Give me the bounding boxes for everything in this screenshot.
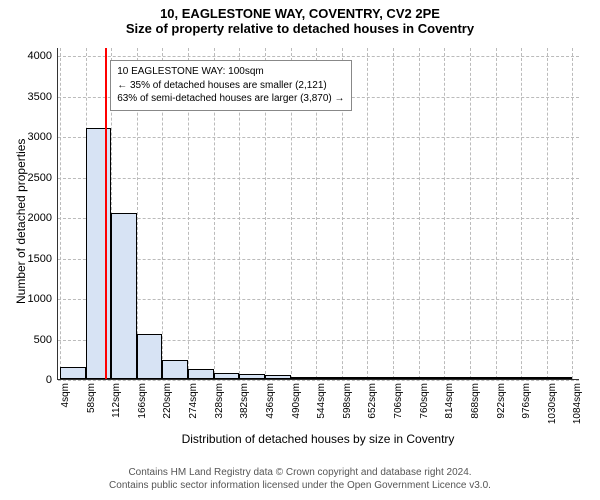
x-tick-label: 382sqm <box>239 383 250 419</box>
chart-title-block: 10, EAGLESTONE WAY, COVENTRY, CV2 2PE Si… <box>0 0 600 36</box>
x-tick-label: 220sqm <box>162 383 173 419</box>
gridline-h <box>58 380 579 381</box>
histogram-bar <box>214 373 240 379</box>
x-tick-label: 814sqm <box>444 383 455 419</box>
histogram-bar <box>162 360 188 379</box>
footer-line-2: Contains public sector information licen… <box>0 479 600 492</box>
x-tick-label: 976sqm <box>521 383 532 419</box>
x-tick-label: 922sqm <box>496 383 507 419</box>
title-line-1: 10, EAGLESTONE WAY, COVENTRY, CV2 2PE <box>0 6 600 21</box>
x-tick-label: 328sqm <box>214 383 225 419</box>
x-tick-label: 1030sqm <box>547 383 558 424</box>
y-tick-label: 500 <box>34 334 58 346</box>
x-tick-label: 4sqm <box>60 383 71 407</box>
gridline-v <box>444 48 445 379</box>
footer-line-1: Contains HM Land Registry data © Crown c… <box>0 466 600 479</box>
annotation-line: ← 35% of detached houses are smaller (2,… <box>117 79 344 93</box>
title-line-2: Size of property relative to detached ho… <box>0 21 600 36</box>
histogram-bar <box>496 377 522 379</box>
y-tick-label: 3000 <box>28 131 58 143</box>
histogram-bar <box>137 334 163 379</box>
annotation-box: 10 EAGLESTONE WAY: 100sqm← 35% of detach… <box>110 60 351 111</box>
histogram-plot: 050010001500200025003000350040004sqm58sq… <box>57 48 579 380</box>
gridline-v <box>419 48 420 379</box>
x-tick-label: 274sqm <box>188 383 199 419</box>
histogram-bar <box>60 367 86 379</box>
x-tick-label: 868sqm <box>470 383 481 419</box>
y-tick-label: 4000 <box>28 50 58 62</box>
x-tick-label: 544sqm <box>316 383 327 419</box>
histogram-bar <box>342 377 368 379</box>
x-tick-label: 58sqm <box>86 383 97 413</box>
gridline-v <box>470 48 471 379</box>
histogram-bar <box>265 375 291 379</box>
histogram-bar <box>239 374 265 379</box>
reference-line <box>105 48 107 379</box>
gridline-v <box>521 48 522 379</box>
y-tick-label: 0 <box>46 374 58 386</box>
x-tick-label: 436sqm <box>265 383 276 419</box>
annotation-line: 10 EAGLESTONE WAY: 100sqm <box>117 65 344 79</box>
x-tick-label: 1084sqm <box>572 383 583 424</box>
x-tick-label: 598sqm <box>342 383 353 419</box>
y-axis-label: Number of detached properties <box>14 139 28 304</box>
histogram-bar <box>188 369 214 379</box>
x-tick-label: 706sqm <box>393 383 404 419</box>
histogram-bar <box>393 377 419 379</box>
histogram-bar <box>316 377 342 379</box>
gridline-v <box>367 48 368 379</box>
x-tick-label: 490sqm <box>291 383 302 419</box>
x-tick-label: 166sqm <box>137 383 148 419</box>
histogram-bar <box>367 377 393 379</box>
y-tick-label: 1500 <box>28 253 58 265</box>
histogram-bar <box>291 377 317 379</box>
histogram-bar <box>547 377 573 379</box>
gridline-v <box>393 48 394 379</box>
histogram-bar <box>419 377 445 379</box>
x-axis-label: Distribution of detached houses by size … <box>57 432 579 446</box>
footer-attribution: Contains HM Land Registry data © Crown c… <box>0 466 600 492</box>
gridline-v <box>496 48 497 379</box>
y-tick-label: 3500 <box>28 91 58 103</box>
x-tick-label: 652sqm <box>367 383 378 419</box>
y-tick-label: 2500 <box>28 172 58 184</box>
y-tick-label: 1000 <box>28 293 58 305</box>
gridline-v <box>572 48 573 379</box>
x-tick-label: 760sqm <box>419 383 430 419</box>
histogram-bar <box>470 377 496 379</box>
histogram-bar <box>444 377 470 379</box>
annotation-line: 63% of semi-detached houses are larger (… <box>117 92 344 106</box>
histogram-bar <box>111 213 137 379</box>
histogram-bar <box>521 377 547 379</box>
y-tick-label: 2000 <box>28 212 58 224</box>
gridline-v <box>60 48 61 379</box>
gridline-v <box>547 48 548 379</box>
x-tick-label: 112sqm <box>111 383 122 418</box>
